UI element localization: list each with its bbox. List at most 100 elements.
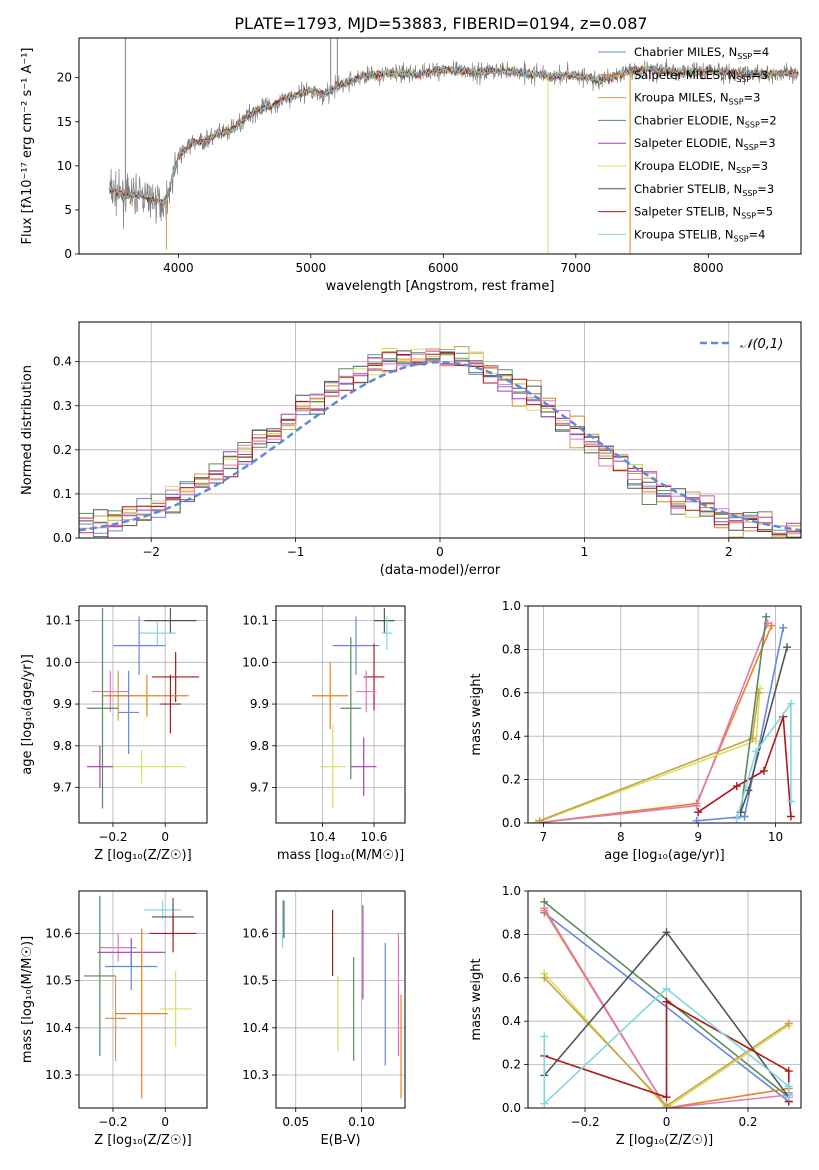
x-axis-label: age [log₁₀(age/yr)] — [604, 848, 725, 863]
y-axis-label: Flux [fλ10⁻¹⁷ erg cm⁻² s⁻¹ A⁻¹] — [20, 48, 35, 245]
legend-suffix: =3 — [744, 91, 761, 105]
y-tick-label: 10.6 — [242, 926, 269, 940]
plot-area — [79, 346, 801, 538]
y-axis-label: mass [log₁₀(M/M☉)] — [20, 936, 35, 1063]
legend-subscript: SSP — [729, 98, 744, 107]
y-axis-label: Normed distribution — [20, 365, 35, 495]
weight-marker — [783, 643, 792, 652]
y-tick-label: 0.8 — [502, 927, 521, 941]
weight-marker — [662, 984, 671, 993]
weight-line — [696, 627, 784, 822]
axes-frame — [275, 890, 406, 1109]
legend-label: Chabrier STELIB, NSSP=3 — [634, 182, 774, 198]
legend-suffix: =2 — [760, 113, 777, 127]
y-tick-label: 0.4 — [53, 355, 72, 369]
plot-area — [86, 608, 200, 809]
y-tick-label: 10.0 — [242, 655, 269, 669]
weight-marker — [540, 973, 549, 982]
x-tick-label: 0 — [663, 1115, 671, 1129]
x-tick-label: 10.6 — [361, 830, 388, 844]
x-tick-label: 0 — [436, 545, 444, 559]
plot-area — [84, 895, 197, 1099]
weight-marker — [779, 623, 788, 632]
weight-marker — [540, 1032, 549, 1041]
x-tick-label: 0 — [161, 1115, 169, 1129]
histogram-step — [79, 352, 801, 538]
x-tick-label: 2 — [725, 545, 733, 559]
x-tick-label: 0.2 — [738, 1115, 757, 1129]
legend-suffix: =3 — [759, 136, 776, 150]
y-axis-label: mass weight — [469, 673, 484, 755]
panel-weights_vs_age: 7 8 9 10 0.0 0.2 0.4 0.6 0.8 1.0 age [log₁₀(age/yr… — [469, 599, 802, 863]
legend-label: Chabrier MILES, NSSP=4 — [634, 45, 769, 61]
weight-marker — [784, 1082, 793, 1091]
legend-subscript: SSP — [736, 75, 751, 84]
panel-mass_vs_ebv: 0.05 0.10 10.3 10.4 10.5 10.6 E(B-V) — [242, 890, 406, 1148]
weight-marker — [732, 782, 741, 791]
x-tick-label: −0.2 — [98, 1115, 127, 1129]
y-tick-label: 0.0 — [53, 531, 72, 545]
y-tick-label: 0 — [64, 247, 72, 261]
y-tick-label: 10.4 — [242, 1021, 269, 1035]
weight-marker — [692, 801, 701, 810]
weight-line — [739, 646, 788, 813]
y-tick-label: 9.7 — [53, 781, 72, 795]
plot-area — [540, 897, 793, 1108]
x-axis-label: Z [log₁₀(Z/Z☉)] — [94, 848, 191, 863]
panel-residuals: −2 −1 0 1 2 0.0 0.1 0.2 0.3 0.4 (data-model)/error… — [20, 321, 802, 578]
legend-label: Kroupa ELODIE, NSSP=3 — [634, 159, 768, 175]
weight-marker — [662, 928, 671, 937]
legend-subscript: SSP — [742, 189, 757, 198]
x-tick-label: 1 — [581, 545, 589, 559]
weight-marker — [759, 766, 768, 775]
axes-frame — [275, 605, 406, 824]
y-tick-label: 0.6 — [502, 971, 521, 985]
x-tick-label: 0.05 — [282, 1115, 309, 1129]
weight-line — [543, 907, 789, 1108]
weight-marker — [786, 699, 795, 708]
y-tick-label: 9.7 — [250, 781, 269, 795]
y-axis-label: mass weight — [469, 958, 484, 1040]
normal-curve — [79, 360, 801, 532]
weight-marker — [662, 1093, 671, 1102]
y-tick-label: 10.4 — [45, 1021, 72, 1035]
x-tick-label: 8000 — [693, 261, 724, 275]
y-tick-label: 9.9 — [53, 697, 72, 711]
weight-marker — [535, 816, 544, 823]
y-tick-label: 0.3 — [53, 399, 72, 413]
x-tick-label: 8 — [617, 830, 625, 844]
y-tick-label: 10 — [57, 159, 72, 173]
weight-line — [535, 623, 769, 823]
panel-spectrum: 4000 5000 6000 7000 8000 0 5 10 15 20 wavelength [… — [20, 37, 802, 294]
legend-label: Kroupa STELIB, NSSP=4 — [634, 227, 765, 243]
y-tick-label: 9.9 — [250, 697, 269, 711]
y-tick-label: 1.0 — [502, 884, 521, 898]
y-tick-label: 0.8 — [502, 642, 521, 656]
x-axis-label: Z [log₁₀(Z/Z☉)] — [94, 1133, 191, 1148]
y-tick-label: 0.4 — [502, 1014, 521, 1028]
legend-label: Salpeter MILES, NSSP=3 — [634, 68, 768, 84]
y-tick-label: 10.3 — [242, 1068, 269, 1082]
plot-area — [531, 612, 795, 823]
weight-marker — [540, 1099, 549, 1108]
x-tick-label: 6000 — [428, 261, 459, 275]
legend-label: Salpeter ELODIE, NSSP=3 — [634, 136, 776, 152]
weight-marker — [786, 812, 795, 821]
legend-subscript: SSP — [737, 52, 752, 61]
weight-marker — [540, 904, 549, 913]
weight-marker — [786, 797, 795, 806]
y-tick-label: 0.6 — [502, 686, 521, 700]
weight-marker — [784, 1019, 793, 1028]
weight-marker — [740, 812, 749, 821]
weight-marker — [784, 1093, 793, 1102]
axes-frame — [527, 890, 802, 1109]
weight-marker — [784, 1067, 793, 1076]
y-tick-label: 15 — [57, 115, 72, 129]
y-axis-label: age [log₁₀(age/yr)] — [20, 654, 35, 775]
x-tick-label: 0.10 — [348, 1115, 375, 1129]
legend-suffix: =4 — [749, 227, 766, 241]
weight-marker — [752, 747, 761, 756]
legend-suffix: =5 — [756, 205, 773, 219]
plot-area — [281, 900, 402, 1099]
